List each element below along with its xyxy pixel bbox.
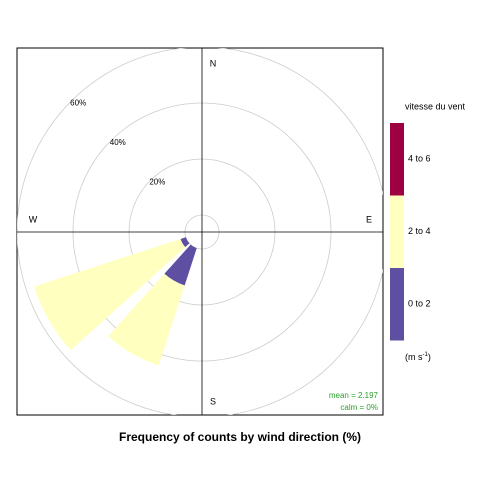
- legend-title: vitesse du vent: [405, 101, 466, 111]
- wedge: [108, 273, 185, 366]
- compass-label: S: [210, 396, 216, 406]
- wedge: [180, 237, 190, 248]
- legend-label: 2 to 4: [408, 226, 431, 236]
- legend-swatch: [390, 123, 404, 196]
- r-tick-label: 40%: [110, 138, 126, 147]
- units-sup: -1: [423, 352, 429, 358]
- units-end: ): [428, 352, 431, 362]
- legend-swatch: [390, 195, 404, 268]
- legend-units: (m s-1): [405, 352, 431, 363]
- legend-label: 4 to 6: [408, 154, 431, 164]
- units-base: (m s: [405, 352, 423, 362]
- chart-title: Frequency of counts by wind direction (%…: [119, 430, 361, 444]
- wedge: [34, 238, 186, 351]
- annotation: calm = 0%: [340, 403, 378, 412]
- compass-label: E: [366, 214, 372, 224]
- compass-label: W: [29, 214, 38, 224]
- wedge: [164, 244, 197, 286]
- plot-area: [17, 48, 383, 415]
- r-tick-label: 60%: [70, 98, 86, 107]
- legend-label: 0 to 2: [408, 299, 431, 309]
- legend-swatch: [390, 268, 404, 341]
- r-tick-label: 20%: [149, 177, 165, 186]
- annotation: mean = 2.197: [329, 391, 379, 400]
- compass-label: N: [210, 58, 217, 68]
